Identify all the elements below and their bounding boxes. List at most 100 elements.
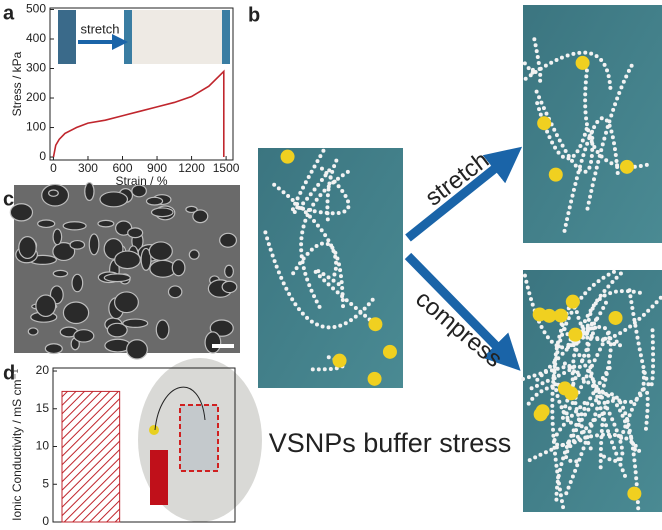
plot-frame (52, 367, 236, 523)
pore (188, 249, 200, 260)
chain (268, 179, 339, 277)
chain (532, 37, 543, 86)
chain (550, 269, 616, 514)
nanoparticle (619, 159, 634, 174)
x-tick-label: 1500 (213, 161, 240, 175)
x-tick-label: 900 (147, 161, 167, 175)
pore (185, 205, 198, 214)
panel-label: c (3, 188, 14, 210)
nanoparticle (280, 149, 295, 164)
pore (219, 232, 238, 248)
pore (131, 184, 147, 198)
pore (145, 196, 164, 206)
chain (552, 310, 625, 463)
pore (62, 221, 87, 231)
chain (583, 62, 649, 169)
y-tick-label: 10 (36, 439, 50, 453)
chain (562, 361, 646, 405)
panel-label: d (3, 362, 15, 384)
nanoparticle (367, 371, 382, 386)
chain (522, 273, 610, 350)
pore (126, 339, 148, 360)
pore (204, 331, 222, 354)
pore (221, 280, 238, 294)
pore (62, 301, 90, 325)
y-tick-label: 0 (42, 514, 49, 528)
pore (35, 294, 57, 318)
nanoparticle (533, 407, 548, 422)
chain (299, 169, 350, 311)
schematic (258, 5, 662, 514)
y-tick-label: 20 (36, 363, 50, 377)
nanoparticle (548, 167, 563, 182)
y-tick-label: 300 (26, 61, 46, 75)
pore (37, 219, 56, 229)
nanoparticle (332, 353, 347, 368)
chain (522, 61, 537, 76)
pore (44, 343, 63, 355)
y-tick-label: 0 (39, 149, 46, 163)
chain (525, 382, 561, 409)
bar (61, 390, 121, 523)
pore (84, 181, 95, 202)
chain (573, 295, 662, 342)
chain (570, 271, 623, 456)
plot-frame (49, 7, 234, 161)
pore (9, 203, 34, 222)
panel-label: a (3, 2, 15, 24)
device-photo (138, 358, 262, 522)
chain (627, 288, 656, 389)
pore (52, 242, 76, 262)
chain (560, 325, 612, 420)
y-axis-label: Stress / kPa (10, 51, 24, 116)
pore (171, 259, 186, 277)
chain (291, 241, 346, 309)
inset-label: stretch (80, 21, 119, 36)
sem-image (9, 181, 240, 360)
pore (73, 329, 95, 343)
pore (18, 235, 37, 260)
nanoparticle (382, 344, 397, 359)
nanoparticle (553, 308, 568, 323)
x-tick-label: 0 (50, 161, 57, 175)
arrow-label: compress (410, 285, 507, 373)
chain (562, 116, 620, 233)
nanoparticle (575, 55, 590, 70)
chain (585, 63, 634, 214)
nanoparticle (565, 294, 580, 309)
pore (122, 318, 149, 329)
chain (263, 230, 379, 330)
chain (290, 146, 332, 215)
chain (312, 268, 380, 329)
panel-label: b (248, 4, 260, 26)
pore (224, 264, 234, 279)
pore (48, 189, 59, 197)
nanoparticle (627, 486, 642, 501)
pore (103, 273, 131, 283)
y-axis-label: Ionic Conductivity / mS cm⁻¹ (10, 369, 24, 521)
y-tick-label: 5 (42, 476, 49, 490)
pore (88, 233, 100, 256)
x-tick-label: 600 (112, 161, 132, 175)
pore (71, 273, 84, 293)
nanoparticle (537, 116, 552, 131)
pore (97, 219, 115, 228)
pore (140, 247, 152, 271)
nanoparticle (532, 307, 547, 322)
pore (150, 207, 174, 218)
y-tick-label: 200 (26, 90, 46, 104)
chain (564, 410, 605, 464)
pore (167, 285, 183, 299)
nanoparticle (608, 310, 623, 325)
pore (27, 327, 39, 336)
pore (148, 241, 173, 262)
pore (106, 322, 128, 338)
pore (52, 269, 69, 278)
x-tick-label: 300 (78, 161, 98, 175)
y-tick-label: 100 (26, 120, 46, 134)
pore (114, 291, 139, 314)
pore (99, 191, 129, 208)
inset-photo: stretch (58, 10, 230, 64)
pore (52, 228, 63, 246)
